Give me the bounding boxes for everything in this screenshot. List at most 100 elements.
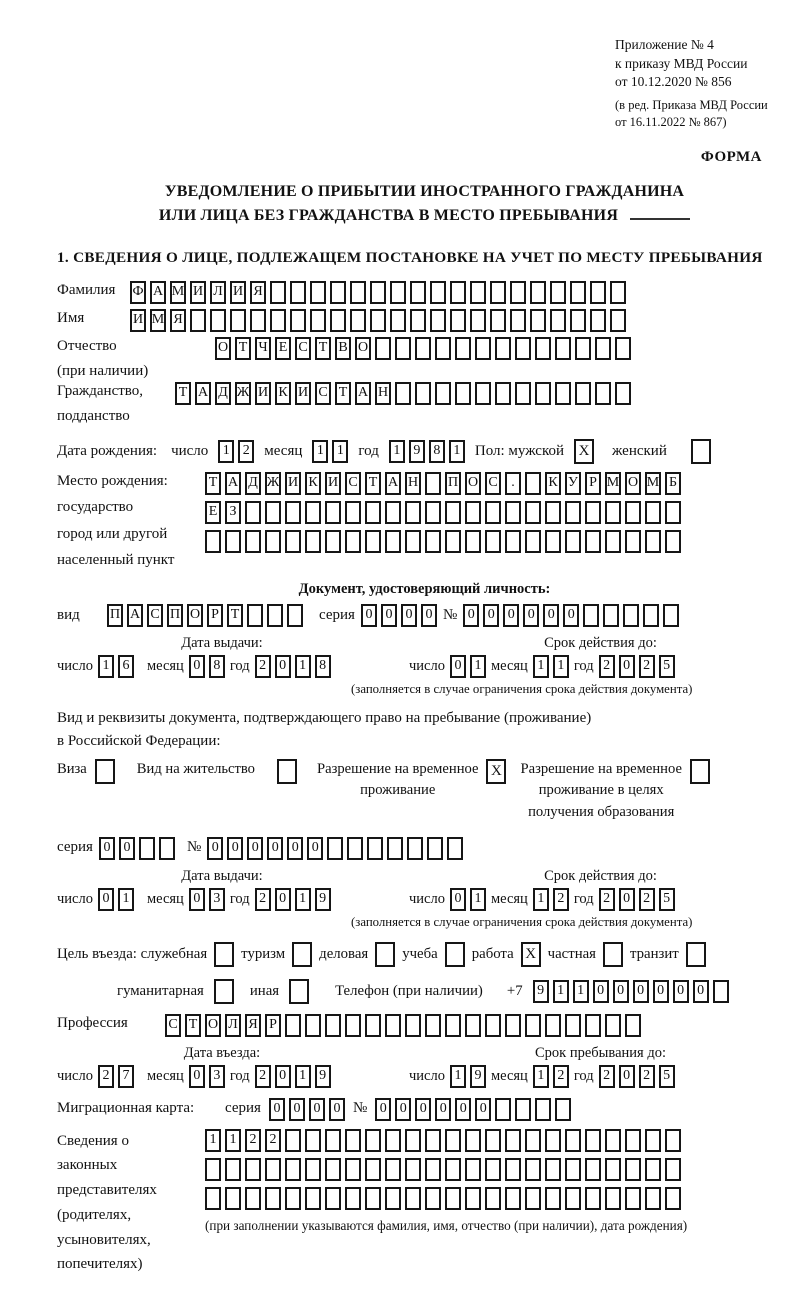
birth-place-char-cell[interactable]: С: [485, 471, 501, 495]
purpose-tourism-box[interactable]: [292, 941, 313, 967]
firstname-char-cell[interactable]: М: [150, 308, 166, 332]
representative-char-cell[interactable]: [445, 1157, 461, 1181]
id-issue-month-cell[interactable]: 0: [188, 654, 205, 678]
representative-char-cell[interactable]: [545, 1128, 561, 1152]
res-issue-month-cell[interactable]: 0: [188, 887, 205, 911]
surname-char-cell[interactable]: И: [190, 280, 206, 304]
firstname-char-cell[interactable]: Я: [170, 308, 186, 332]
birth-place-char-cell[interactable]: [465, 529, 481, 553]
representative-char-cell[interactable]: [665, 1128, 681, 1152]
representative-char-cell[interactable]: [605, 1128, 621, 1152]
id-doc-type-cell[interactable]: А: [127, 603, 143, 627]
res-issue-year-cell[interactable]: 9: [314, 887, 331, 911]
representative-char-cell[interactable]: [285, 1128, 301, 1152]
profession-char-cell[interactable]: [345, 1013, 361, 1037]
migration-number-cell[interactable]: 0: [415, 1097, 432, 1121]
id-doc-number-cell[interactable]: 0: [523, 603, 540, 627]
surname-char-cell[interactable]: [330, 280, 346, 304]
sex-male-box[interactable]: X: [574, 438, 595, 464]
phone-digit-cell[interactable]: 0: [652, 979, 669, 1003]
profession-char-cell[interactable]: [565, 1013, 581, 1037]
representative-char-cell[interactable]: [665, 1186, 681, 1210]
citizenship-char-cell[interactable]: [415, 381, 431, 405]
birth-place-char-cell[interactable]: [645, 500, 661, 524]
firstname-char-cell[interactable]: [410, 308, 426, 332]
profession-char-cell[interactable]: [405, 1013, 421, 1037]
id-doc-number-cell[interactable]: 0: [563, 603, 580, 627]
id-issue-year-cell[interactable]: 8: [314, 654, 331, 678]
residence-series-cell[interactable]: 0: [98, 836, 115, 860]
migration-number-cell[interactable]: [515, 1097, 532, 1121]
purpose-transit-box[interactable]: [685, 941, 706, 967]
birth-year-cell[interactable]: 9: [408, 439, 425, 463]
birth-place-char-cell[interactable]: [405, 500, 421, 524]
residence-number-cell[interactable]: 0: [247, 836, 264, 860]
surname-char-cell[interactable]: [270, 280, 286, 304]
profession-char-cell[interactable]: [625, 1013, 641, 1037]
citizenship-char-cell[interactable]: [555, 381, 571, 405]
surname-char-cell[interactable]: [550, 280, 566, 304]
profession-char-cell[interactable]: Р: [265, 1013, 281, 1037]
citizenship-char-cell[interactable]: А: [355, 381, 371, 405]
migration-series-cell[interactable]: 0: [268, 1097, 285, 1121]
citizenship-char-cell[interactable]: [595, 381, 611, 405]
surname-char-cell[interactable]: [590, 280, 606, 304]
stay-year-cell[interactable]: 2: [638, 1064, 655, 1088]
representative-char-cell[interactable]: [545, 1157, 561, 1181]
residence-series-cell[interactable]: [158, 836, 175, 860]
stay-month-cell[interactable]: 1: [532, 1064, 549, 1088]
representative-char-cell[interactable]: [565, 1128, 581, 1152]
firstname-char-cell[interactable]: [510, 308, 526, 332]
birth-place-char-cell[interactable]: [365, 500, 381, 524]
birth-place-char-cell[interactable]: М: [645, 471, 661, 495]
id-doc-number-cell[interactable]: [603, 603, 620, 627]
representative-char-cell[interactable]: [385, 1157, 401, 1181]
res-expiry-month-cell[interactable]: 1: [532, 887, 549, 911]
patronymic-char-cell[interactable]: [555, 336, 571, 360]
patronymic-char-cell[interactable]: [435, 336, 451, 360]
id-issue-day-cell[interactable]: 6: [117, 654, 134, 678]
representative-char-cell[interactable]: [365, 1157, 381, 1181]
birth-place-char-cell[interactable]: [665, 500, 681, 524]
id-doc-number-cell[interactable]: [643, 603, 660, 627]
residence-number-cell[interactable]: 0: [307, 836, 324, 860]
citizenship-char-cell[interactable]: К: [275, 381, 291, 405]
residence-permit-box[interactable]: [276, 759, 297, 785]
birth-place-char-cell[interactable]: [485, 529, 501, 553]
representative-char-cell[interactable]: [625, 1186, 641, 1210]
birth-place-char-cell[interactable]: Н: [405, 471, 421, 495]
phone-digit-cell[interactable]: 1: [572, 979, 589, 1003]
id-doc-series-cell[interactable]: 0: [360, 603, 377, 627]
representative-char-cell[interactable]: [285, 1186, 301, 1210]
patronymic-char-cell[interactable]: С: [295, 336, 311, 360]
surname-char-cell[interactable]: Л: [210, 280, 226, 304]
citizenship-char-cell[interactable]: И: [295, 381, 311, 405]
visa-box[interactable]: [94, 759, 115, 785]
birth-place-char-cell[interactable]: [265, 529, 281, 553]
patronymic-char-cell[interactable]: [395, 336, 411, 360]
migration-number-cell[interactable]: 0: [435, 1097, 452, 1121]
birth-place-char-cell[interactable]: [425, 500, 441, 524]
purpose-work-box[interactable]: X: [520, 941, 541, 967]
birth-place-char-cell[interactable]: [325, 500, 341, 524]
phone-digit-cell[interactable]: [712, 979, 729, 1003]
birth-place-char-cell[interactable]: У: [565, 471, 581, 495]
citizenship-char-cell[interactable]: Т: [335, 381, 351, 405]
representative-char-cell[interactable]: [605, 1157, 621, 1181]
sex-female-box[interactable]: [690, 438, 711, 464]
id-expiry-year-cell[interactable]: 2: [638, 654, 655, 678]
citizenship-char-cell[interactable]: [615, 381, 631, 405]
birth-place-char-cell[interactable]: [365, 529, 381, 553]
profession-char-cell[interactable]: [425, 1013, 441, 1037]
representative-char-cell[interactable]: 1: [205, 1128, 221, 1152]
firstname-char-cell[interactable]: [430, 308, 446, 332]
phone-digit-cell[interactable]: 0: [632, 979, 649, 1003]
birth-place-char-cell[interactable]: И: [325, 471, 341, 495]
representative-char-cell[interactable]: [445, 1128, 461, 1152]
birth-place-char-cell[interactable]: [565, 500, 581, 524]
birth-place-char-cell[interactable]: [265, 500, 281, 524]
profession-char-cell[interactable]: [605, 1013, 621, 1037]
surname-char-cell[interactable]: [570, 280, 586, 304]
representative-char-cell[interactable]: [345, 1186, 361, 1210]
representative-char-cell[interactable]: [465, 1157, 481, 1181]
